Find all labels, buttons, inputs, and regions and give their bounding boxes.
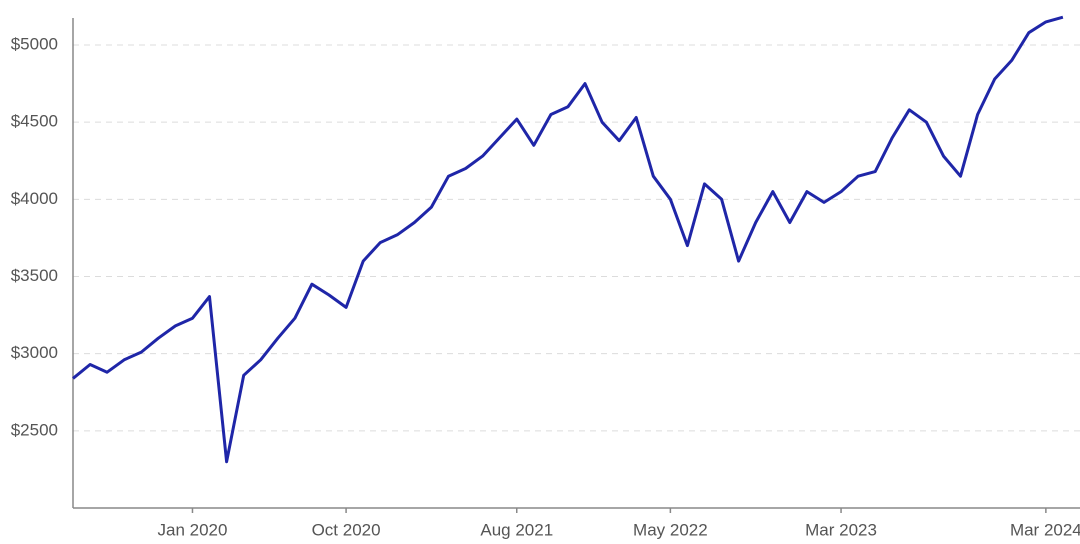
y-tick-label: $5000 [11, 34, 58, 53]
y-tick-label: $4500 [11, 112, 58, 131]
y-tick-label: $3000 [11, 343, 58, 362]
x-tick-label: Oct 2020 [312, 520, 381, 539]
x-tick-label: Mar 2023 [805, 520, 877, 539]
x-tick-label: Mar 2024 [1010, 520, 1080, 539]
price-line [72, 15, 1064, 464]
y-tick-label: $3500 [11, 266, 58, 285]
x-tick-label: Jan 2020 [157, 520, 227, 539]
x-tick-label: Aug 2021 [480, 520, 553, 539]
x-tick-label: May 2022 [633, 520, 708, 539]
y-tick-label: $2500 [11, 420, 58, 439]
y-tick-label: $4000 [11, 189, 58, 208]
